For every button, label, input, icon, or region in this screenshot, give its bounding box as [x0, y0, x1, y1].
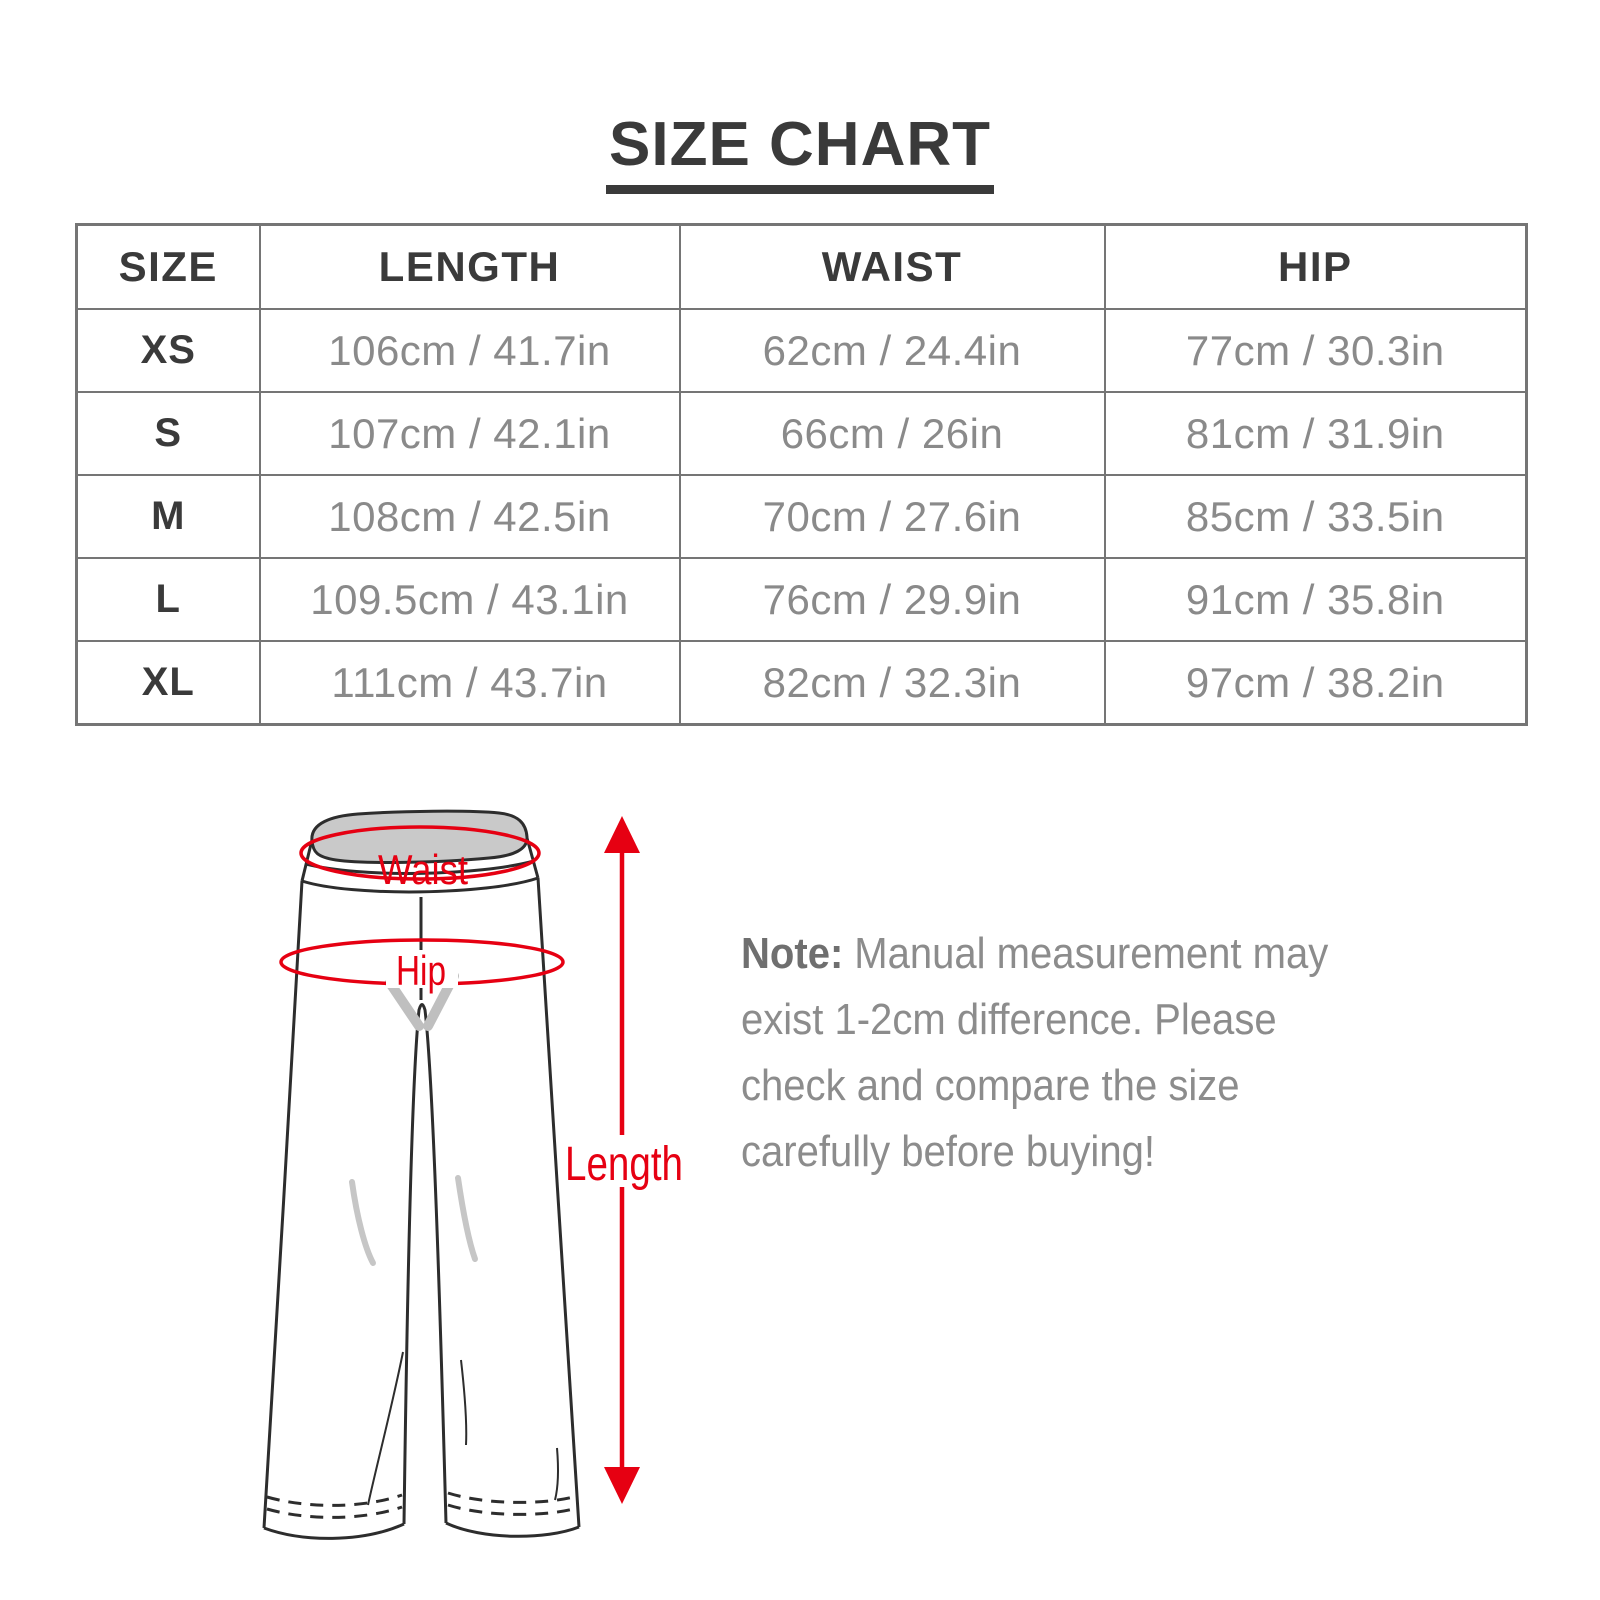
note-line: check and compare the size — [741, 1061, 1240, 1110]
length-label-backdrop — [560, 1135, 688, 1187]
cell-length: 109.5cm / 43.1in — [258, 557, 681, 642]
inner-legs — [402, 1003, 448, 1525]
waist-ellipse — [299, 825, 541, 881]
header-waist: WAIST — [678, 223, 1106, 310]
note-line: exist 1-2cm difference. Please — [741, 995, 1277, 1044]
cell-size: XS — [75, 308, 261, 393]
cell-hip: 77cm / 30.3in — [1103, 308, 1528, 393]
cell-size: XL — [75, 640, 261, 726]
cell-length: 108cm / 42.5in — [258, 474, 681, 559]
note-block: Note: Manual measurement may exist 1-2cm … — [741, 921, 1328, 1185]
note-line: carefully before buying! — [741, 1127, 1155, 1176]
left-outer-leg — [262, 880, 304, 1529]
hem-stitches — [266, 1491, 578, 1519]
cell-length: 106cm / 41.7in — [258, 308, 681, 393]
cell-hip: 97cm / 38.2in — [1103, 640, 1528, 726]
cell-waist: 70cm / 27.6in — [678, 474, 1106, 559]
cell-waist: 62cm / 24.4in — [678, 308, 1106, 393]
cell-size: S — [75, 391, 261, 476]
cell-waist: 82cm / 32.3in — [678, 640, 1106, 726]
cell-hip: 81cm / 31.9in — [1103, 391, 1528, 476]
page-title-text: SIZE CHART — [606, 114, 994, 194]
size-table-header-row: SIZE LENGTH WAIST HIP — [75, 223, 1528, 310]
length-label: Length — [565, 1138, 683, 1191]
cell-size: M — [75, 474, 261, 559]
table-row-s: S 107cm / 42.1in 66cm / 26in 81cm / 31.9… — [75, 391, 1528, 476]
note-line: Note: Manual measurement may — [741, 921, 1328, 987]
header-size: SIZE — [75, 223, 261, 310]
table-row-xs: XS 106cm / 41.7in 62cm / 24.4in 77cm / 3… — [75, 308, 1528, 393]
arrow-head-up — [604, 816, 640, 853]
cell-waist: 76cm / 29.9in — [678, 557, 1106, 642]
cell-hip: 85cm / 33.5in — [1103, 474, 1528, 559]
page-title: SIZE CHART — [0, 114, 1600, 194]
pants-measurement-diagram: Waist Hip Length — [262, 809, 688, 1540]
size-table: SIZE LENGTH WAIST HIP XS 106cm / 41.7in … — [75, 223, 1528, 726]
cell-hip: 91cm / 35.8in — [1103, 557, 1528, 642]
arrow-head-down — [604, 1467, 640, 1504]
header-hip: HIP — [1103, 223, 1528, 310]
pants-drawing — [262, 809, 581, 1540]
cell-length: 107cm / 42.1in — [258, 391, 681, 476]
table-row-xl: XL 111cm / 43.7in 82cm / 32.3in 97cm / 3… — [75, 640, 1528, 726]
note-label: Note: — [741, 929, 844, 978]
knee-creases — [349, 1175, 478, 1266]
waistband-right-edge — [525, 837, 540, 879]
measurement-annotations: Waist Hip Length — [279, 816, 688, 1504]
left-hem — [263, 1522, 405, 1540]
table-row-l: L 109.5cm / 43.1in 76cm / 29.9in 91cm / … — [75, 557, 1528, 642]
right-outer-leg — [536, 877, 581, 1528]
hip-label: Hip — [396, 947, 446, 994]
cell-waist: 66cm / 26in — [678, 391, 1106, 476]
cell-length: 111cm / 43.7in — [258, 640, 681, 726]
hem-creases — [367, 1351, 560, 1506]
table-row-m: M 108cm / 42.5in 70cm / 27.6in 85cm / 33… — [75, 474, 1528, 559]
hip-label-backdrop — [386, 950, 458, 988]
waistband-bottom — [301, 876, 539, 894]
cell-size: L — [75, 557, 261, 642]
header-length: LENGTH — [258, 223, 681, 310]
waistband — [310, 809, 529, 864]
right-hem — [445, 1521, 580, 1538]
waist-label: Waist — [378, 846, 468, 893]
note-text: Manual measurement may — [854, 929, 1329, 978]
